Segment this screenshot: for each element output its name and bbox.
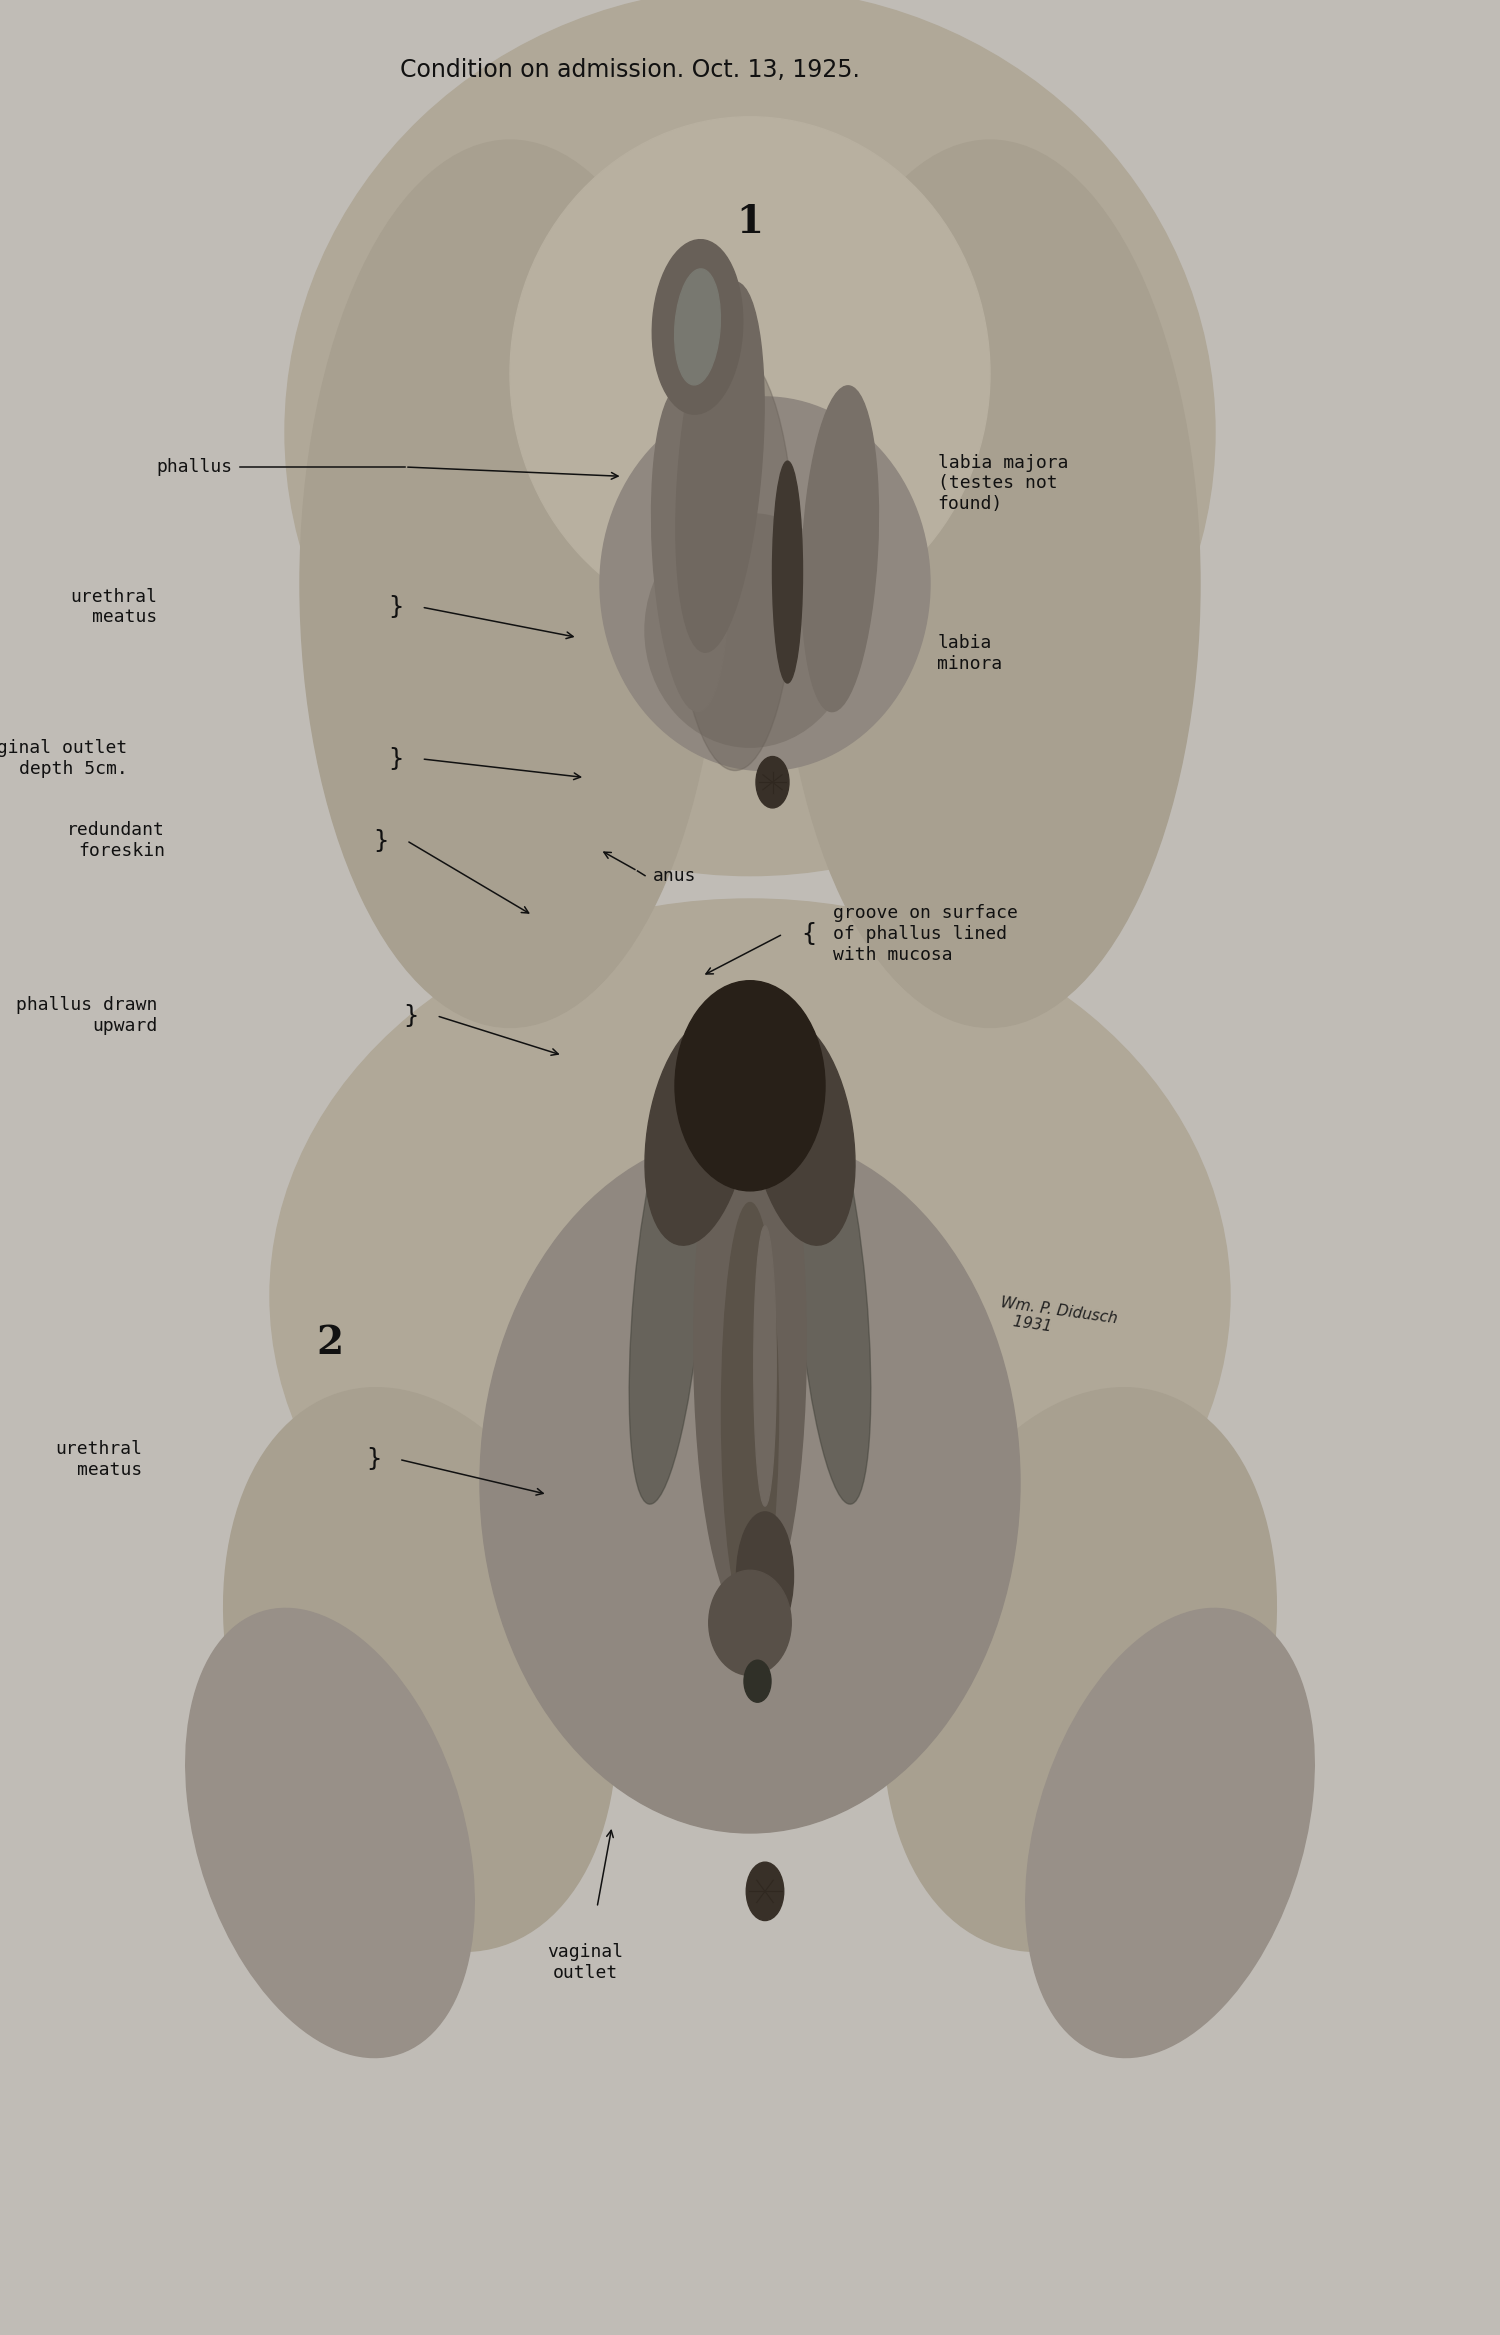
Text: }: } xyxy=(388,747,404,771)
Ellipse shape xyxy=(645,1020,750,1245)
Ellipse shape xyxy=(600,397,930,771)
Ellipse shape xyxy=(801,385,879,712)
Ellipse shape xyxy=(651,385,729,712)
Ellipse shape xyxy=(747,1863,783,1919)
Ellipse shape xyxy=(750,1020,855,1245)
Ellipse shape xyxy=(675,981,825,1191)
Ellipse shape xyxy=(676,283,764,651)
Text: {: { xyxy=(801,922,816,946)
Ellipse shape xyxy=(736,1513,794,1642)
Text: }: } xyxy=(404,1004,418,1027)
Ellipse shape xyxy=(744,1660,771,1702)
Text: }: } xyxy=(374,829,388,852)
Ellipse shape xyxy=(285,0,1215,876)
Text: {: { xyxy=(879,642,894,665)
Ellipse shape xyxy=(708,1571,792,1677)
Text: urethral
meatus: urethral meatus xyxy=(70,588,158,626)
Text: phallus drawn
upward: phallus drawn upward xyxy=(16,997,158,1034)
Text: labia
minora: labia minora xyxy=(938,635,1002,672)
Text: urethral
meatus: urethral meatus xyxy=(56,1441,142,1478)
Text: }: } xyxy=(388,595,404,619)
Text: vaginal
outlet: vaginal outlet xyxy=(548,1943,622,1982)
Text: redundant
foreskin: redundant foreskin xyxy=(68,822,165,859)
Text: Wm. P. Didusch
   1931: Wm. P. Didusch 1931 xyxy=(998,1296,1119,1343)
Text: vaginal outlet
depth 5cm.: vaginal outlet depth 5cm. xyxy=(0,740,128,778)
Ellipse shape xyxy=(510,117,990,630)
Ellipse shape xyxy=(270,899,1230,1693)
Text: {: { xyxy=(879,472,894,495)
Ellipse shape xyxy=(693,1062,807,1623)
Ellipse shape xyxy=(884,1387,1276,1952)
Ellipse shape xyxy=(300,140,720,1027)
Ellipse shape xyxy=(224,1387,616,1952)
Ellipse shape xyxy=(480,1132,1020,1833)
Ellipse shape xyxy=(756,757,789,808)
Ellipse shape xyxy=(1026,1609,1314,2057)
Ellipse shape xyxy=(794,1088,871,1504)
Text: groove on surface
of phallus lined
with mucosa: groove on surface of phallus lined with … xyxy=(833,904,1017,964)
Ellipse shape xyxy=(186,1609,474,2057)
Ellipse shape xyxy=(628,1088,706,1504)
Ellipse shape xyxy=(652,241,742,413)
Text: 2: 2 xyxy=(316,1324,344,1361)
Ellipse shape xyxy=(753,1226,777,1506)
Text: Condition on admission. Oct. 13, 1925.: Condition on admission. Oct. 13, 1925. xyxy=(400,58,859,82)
Text: anus: anus xyxy=(652,866,696,885)
Text: labia majora
(testes not
found): labia majora (testes not found) xyxy=(938,453,1068,514)
Text: 1: 1 xyxy=(736,203,764,241)
Ellipse shape xyxy=(675,269,720,385)
Text: }: } xyxy=(366,1448,381,1471)
Ellipse shape xyxy=(780,140,1200,1027)
Ellipse shape xyxy=(645,514,855,747)
Ellipse shape xyxy=(722,1203,778,1623)
Ellipse shape xyxy=(772,462,802,682)
Text: phallus: phallus xyxy=(156,458,232,476)
Ellipse shape xyxy=(675,350,795,771)
